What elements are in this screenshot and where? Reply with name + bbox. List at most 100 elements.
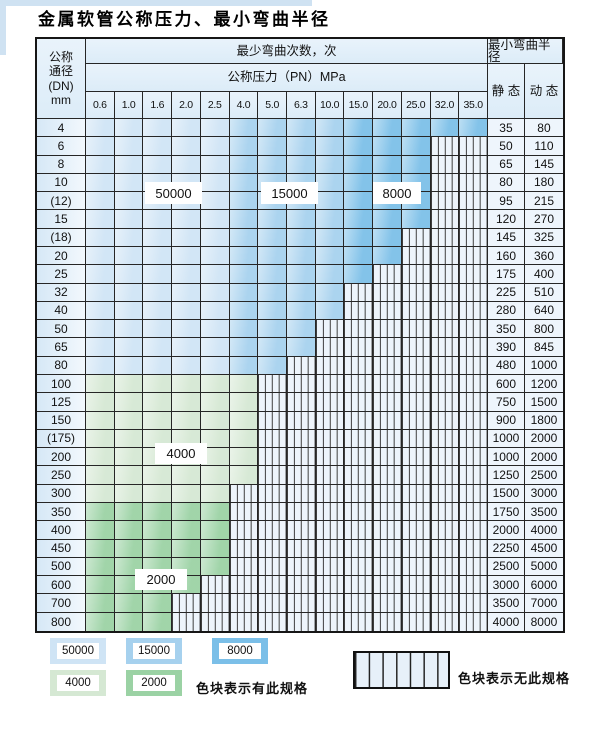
no-spec-hatch-cell	[401, 429, 431, 449]
no-spec-hatch-cell	[430, 503, 460, 522]
no-spec-hatch-cell	[373, 539, 402, 558]
spec-cell	[373, 228, 402, 247]
no-spec-hatch-cell	[315, 503, 345, 522]
no-spec-hatch-cell	[286, 484, 316, 503]
dn-header-cell: 公称 通径 (DN) mm	[37, 39, 86, 119]
dn-cell: 6	[37, 137, 86, 156]
dn-cell: 700	[37, 594, 86, 613]
dynamic-value-cell: 1500	[524, 393, 563, 412]
dn-cell: (175)	[37, 429, 86, 449]
spec-cell	[286, 320, 316, 339]
spec-cell	[143, 484, 173, 503]
spec-cell	[200, 521, 230, 540]
zone-label-50000: 50000	[145, 182, 202, 204]
spec-cell	[200, 283, 230, 302]
spec-cell	[200, 155, 230, 174]
dn-cell: 300	[37, 484, 86, 503]
spec-cell	[200, 356, 230, 375]
spec-cell	[315, 173, 345, 193]
no-spec-hatch-cell	[401, 594, 431, 613]
no-spec-hatch-cell	[315, 484, 345, 503]
spec-cell	[114, 320, 144, 339]
spec-cell	[143, 466, 173, 485]
dn-cell: 100	[37, 375, 86, 394]
no-spec-hatch-cell	[430, 594, 460, 613]
static-value-cell: 1500	[487, 484, 525, 503]
spec-cell	[114, 119, 144, 138]
page-title: 金属软管公称压力、最小弯曲半径	[38, 10, 331, 30]
spec-cell	[200, 320, 230, 339]
no-spec-hatch-cell	[401, 503, 431, 522]
dn-cell: 250	[37, 466, 86, 485]
no-spec-hatch-cell	[344, 466, 374, 485]
pressure-value-header: 10.0	[315, 92, 345, 119]
spec-cell	[86, 155, 115, 174]
spec-cell	[86, 393, 115, 412]
static-value-cell: 50	[487, 137, 525, 156]
dynamic-value-cell: 215	[524, 192, 563, 211]
scan-edge-strip-top	[0, 0, 312, 6]
no-spec-hatch-cell	[258, 466, 287, 485]
spec-cell	[172, 411, 201, 430]
no-spec-hatch-cell	[258, 503, 287, 522]
legend-swatch-label: 50000	[57, 643, 99, 659]
no-spec-hatch-cell	[459, 484, 488, 503]
no-spec-hatch-cell	[373, 557, 402, 577]
spec-cell	[143, 521, 173, 540]
spec-cell	[114, 521, 144, 540]
dn-cell: 350	[37, 503, 86, 522]
spec-cell	[172, 393, 201, 412]
no-spec-hatch-cell	[373, 411, 402, 430]
no-spec-hatch-cell	[229, 576, 259, 595]
dn-cell: 125	[37, 393, 86, 412]
spec-cell	[200, 503, 230, 522]
no-spec-hatch-cell	[258, 429, 287, 449]
no-spec-hatch-cell	[344, 283, 374, 302]
no-spec-hatch-cell	[459, 137, 488, 156]
spec-cell	[344, 265, 374, 284]
spec-cell	[344, 137, 374, 156]
spec-cell	[258, 356, 287, 375]
dn-cell: 200	[37, 448, 86, 467]
spec-cell	[258, 228, 287, 247]
no-spec-hatch-cell	[459, 301, 488, 321]
legend-swatch-label: 2000	[133, 675, 175, 691]
no-spec-hatch-cell	[229, 557, 259, 577]
spec-cell	[459, 119, 488, 138]
spec-cell	[373, 210, 402, 229]
dn-cell: 50	[37, 320, 86, 339]
dynamic-value-cell: 325	[524, 228, 563, 247]
no-spec-hatch-cell	[229, 612, 259, 631]
static-value-cell: 2500	[487, 557, 525, 577]
static-value-cell: 35	[487, 119, 525, 138]
dn-cell: 15	[37, 210, 86, 229]
no-spec-hatch-cell	[459, 356, 488, 375]
no-spec-hatch-cell	[459, 155, 488, 174]
spec-cell	[86, 301, 115, 321]
no-spec-hatch-cell	[172, 594, 201, 613]
dn-cell: 450	[37, 539, 86, 558]
no-spec-hatch-cell	[401, 247, 431, 266]
dn-cell: 400	[37, 521, 86, 540]
no-spec-hatch-cell	[430, 375, 460, 394]
no-spec-hatch-cell	[459, 466, 488, 485]
spec-cell	[286, 210, 316, 229]
spec-cell	[114, 484, 144, 503]
no-spec-hatch-cell	[459, 393, 488, 412]
static-value-cell: 480	[487, 356, 525, 375]
no-spec-hatch-cell	[459, 557, 488, 577]
no-spec-hatch-cell	[229, 539, 259, 558]
no-spec-hatch-cell	[344, 557, 374, 577]
spec-cell	[143, 375, 173, 394]
spec-cell	[229, 210, 259, 229]
no-spec-hatch-cell	[430, 484, 460, 503]
no-spec-hatch-cell	[315, 594, 345, 613]
no-spec-hatch-cell	[430, 576, 460, 595]
static-value-cell: 175	[487, 265, 525, 284]
no-spec-hatch-cell	[430, 155, 460, 174]
spec-cell	[258, 265, 287, 284]
dn-cell: 65	[37, 338, 86, 357]
spec-cell	[315, 119, 345, 138]
no-spec-hatch-cell	[344, 411, 374, 430]
spec-cell	[229, 375, 259, 394]
